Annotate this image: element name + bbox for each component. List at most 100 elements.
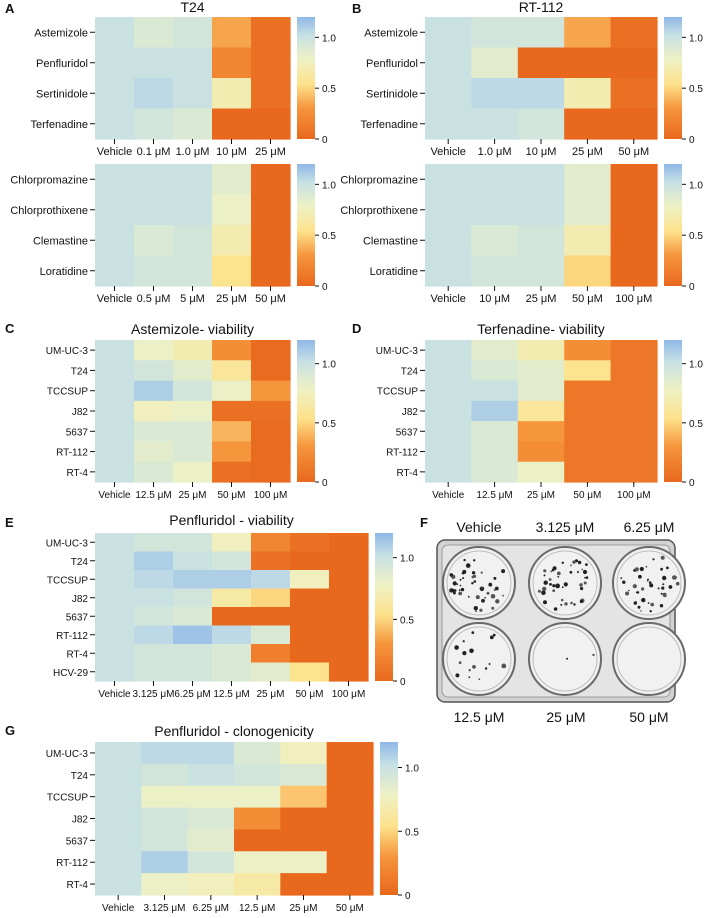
colony-dot bbox=[478, 678, 481, 681]
colony-dot bbox=[459, 578, 462, 581]
heatmap-cell-b-penfluridol-2 bbox=[517, 47, 565, 79]
heatmap-cell-e-rt-4-3 bbox=[212, 644, 252, 664]
heatmap-cell-c-tccsup-4 bbox=[251, 380, 291, 402]
heatmap-cell-g-tccsup-4 bbox=[280, 785, 328, 809]
row-label-b2-clemastine: Clemastine bbox=[363, 235, 418, 247]
heatmap-cell-g-rt-112-3 bbox=[234, 851, 281, 874]
heatmap-cell-b2-chlorpromazine-4 bbox=[610, 164, 658, 196]
col-label-c-3: 50 μM bbox=[218, 490, 246, 501]
colorbar-label-b-0: 1.0 bbox=[689, 33, 703, 44]
colorbar-label-e-1: 0.5 bbox=[400, 615, 414, 626]
heatmap-cell-a-penfluridol-1 bbox=[134, 47, 174, 79]
heatmap-cell-b2-chlorprothixene-3 bbox=[564, 194, 612, 226]
heatmap-cell-b2-loratidine-2 bbox=[517, 255, 565, 287]
row-label-d-um-uc-3: UM-UC-3 bbox=[376, 346, 419, 357]
heatmap-cell-d-um-uc-3-0 bbox=[425, 340, 472, 361]
heatmap-cell-e-5637-0 bbox=[95, 607, 135, 627]
colony-dot bbox=[551, 568, 555, 572]
heatmap-cell-d-rt-112-3 bbox=[564, 441, 612, 463]
heatmap-cell-e-um-uc-3-1 bbox=[134, 533, 174, 553]
heatmap-cell-d-5637-4 bbox=[610, 421, 658, 443]
heatmap-cell-g-t24-4 bbox=[280, 763, 328, 787]
colony-dot bbox=[660, 555, 665, 560]
heatmap-cell-b-terfenadine-3 bbox=[564, 108, 612, 140]
heatmap-cell-g-rt-4-4 bbox=[280, 873, 328, 896]
col-label-c-2: 25 μM bbox=[179, 490, 207, 501]
heatmap-cell-g-j82-1 bbox=[141, 807, 189, 831]
heatmap-cell-c-rt-4-1 bbox=[134, 461, 174, 483]
heatmap-cell-d-t24-0 bbox=[425, 360, 472, 382]
heatmap-e-penfluridol-viability: Penfluridol - viability UM-UC-3 T24 TCCSUP J… bbox=[46, 512, 415, 700]
col-label-d-4: 100 μM bbox=[617, 490, 651, 501]
colorbar-label-a-0: 1.0 bbox=[322, 33, 336, 44]
colony-dot bbox=[628, 589, 630, 592]
colorbar-label-e-0: 1.0 bbox=[400, 554, 414, 565]
well-3 bbox=[442, 622, 516, 696]
heatmap-cell-c-um-uc-3-0 bbox=[95, 340, 135, 361]
row-label-c-rt-4: RT-4 bbox=[67, 468, 89, 479]
photo-label-125: 12.5 μM bbox=[454, 709, 505, 725]
row-label-a-astemizole: Astemizole bbox=[34, 27, 88, 39]
heatmap-cell-b-sertinidole-0 bbox=[425, 78, 472, 110]
heatmap-cell-d-rt-4-4 bbox=[610, 461, 658, 483]
heatmap-cell-c-rt-4-2 bbox=[173, 461, 213, 483]
colony-dot bbox=[561, 561, 564, 564]
heatmap-cell-a2-chlorpromazine-0 bbox=[95, 164, 135, 196]
heatmap-cell-b2-clemastine-4 bbox=[610, 225, 658, 257]
panel-letter-f: F bbox=[420, 515, 428, 530]
colorbar-label-a2-1: 0.5 bbox=[322, 231, 336, 242]
colony-dot bbox=[460, 587, 465, 592]
heatmap-cell-e-um-uc-3-2 bbox=[173, 533, 213, 553]
heatmap-cell-e-hcv-29-6 bbox=[329, 662, 369, 682]
col-label-a-2: 1.0 μM bbox=[176, 146, 210, 158]
row-label-a2-chlorpromazine: Chlorpromazine bbox=[10, 174, 88, 186]
colorbar-label-c-2: 0 bbox=[322, 478, 328, 489]
heatmap-cell-e-hcv-29-4 bbox=[251, 662, 291, 682]
heatmap-cell-c-5637-2 bbox=[173, 421, 213, 443]
heatmap-cell-c-rt-112-1 bbox=[134, 441, 174, 463]
colony-dot bbox=[465, 563, 471, 568]
heatmap-cell-c-j82-3 bbox=[212, 400, 252, 422]
well-rim-2 bbox=[616, 550, 682, 616]
colony-dot bbox=[564, 602, 568, 606]
heatmap-cell-a-sertinidole-0 bbox=[95, 78, 135, 110]
colorbar-label-g-0: 1.0 bbox=[405, 764, 419, 775]
heatmap-cell-d-rt-4-1 bbox=[471, 461, 519, 483]
heatmap-cell-b-penfluridol-0 bbox=[425, 47, 472, 79]
colony-dot bbox=[471, 575, 475, 579]
colony-dot bbox=[569, 570, 573, 574]
col-label-a2-4: 50 μM bbox=[255, 293, 286, 305]
colony-dot bbox=[468, 669, 471, 672]
heatmap-cell-e-rt-112-2 bbox=[173, 625, 213, 645]
colony-dot bbox=[486, 591, 490, 595]
heatmap-cell-e-rt-112-6 bbox=[329, 625, 369, 645]
heatmap-cell-d-um-uc-3-3 bbox=[564, 340, 612, 361]
heatmap-cell-a2-loratidine-3 bbox=[212, 255, 252, 287]
colorbar-label-d-1: 0.5 bbox=[689, 419, 703, 430]
colony-dot bbox=[481, 598, 485, 603]
colony-dot bbox=[462, 651, 467, 656]
heatmap-cell-e-t24-5 bbox=[290, 551, 330, 571]
colony-dot bbox=[672, 575, 677, 580]
heatmap-cell-g-5637-5 bbox=[326, 829, 374, 852]
heatmap-cell-g-tccsup-0 bbox=[95, 785, 142, 809]
heatmap-cell-e-j82-6 bbox=[329, 588, 369, 608]
row-label-b2-loratidine: Loratidine bbox=[370, 266, 418, 278]
heatmap-cell-g-tccsup-2 bbox=[187, 785, 235, 809]
heatmap-cell-b2-clemastine-3 bbox=[564, 225, 612, 257]
row-label-d-tccsup: TCCSUP bbox=[377, 387, 418, 398]
heatmap-cell-e-hcv-29-1 bbox=[134, 662, 174, 682]
photo-label-vehicle: Vehicle bbox=[456, 519, 501, 535]
heatmap-cell-g-t24-3 bbox=[234, 763, 281, 787]
heatmap-cell-b2-chlorprothixene-0 bbox=[425, 194, 472, 226]
heatmap-cell-g-5637-4 bbox=[280, 829, 328, 852]
colony-dot bbox=[550, 570, 553, 573]
heatmap-cell-e-j82-4 bbox=[251, 588, 291, 608]
heatmap-cell-e-5637-6 bbox=[329, 607, 369, 627]
colorbar-label-c-1: 0.5 bbox=[322, 419, 336, 430]
col-label-a2-3: 25 μM bbox=[216, 293, 247, 305]
heatmap-cell-c-tccsup-3 bbox=[212, 380, 252, 402]
photo-label-50: 50 μM bbox=[629, 709, 668, 725]
panel-letter-a: A bbox=[5, 1, 15, 16]
row-label-e-t24: T24 bbox=[71, 557, 89, 568]
